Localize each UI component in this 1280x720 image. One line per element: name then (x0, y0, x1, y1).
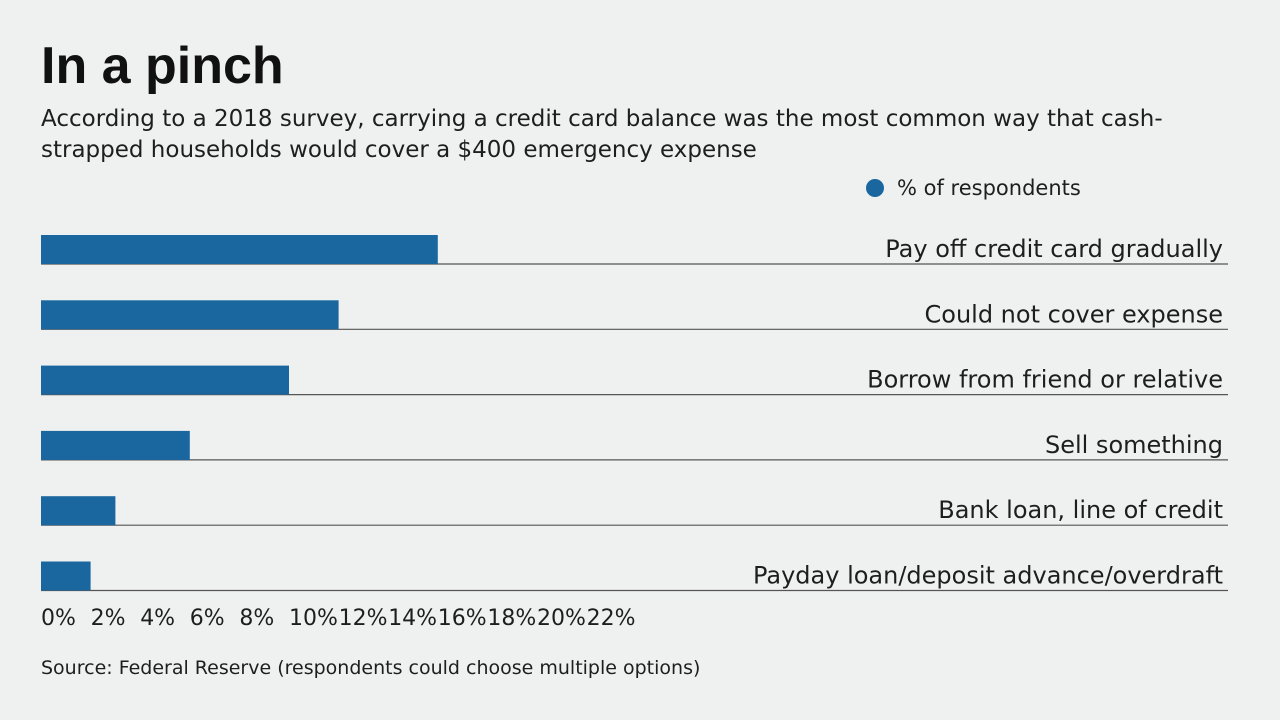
bar-label: Payday loan/deposit advance/overdraft (753, 562, 1223, 590)
bar (41, 430, 190, 460)
bar-label: Sell something (1045, 431, 1223, 459)
bar (41, 365, 289, 395)
chart-title: In a pinch (41, 37, 284, 95)
x-tick-label: 2% (91, 606, 126, 631)
chart-subtitle: According to a 2018 survey, carrying a c… (41, 106, 1163, 163)
x-tick-label: 0% (41, 606, 76, 631)
bar (41, 300, 339, 330)
x-tick-label: 6% (190, 606, 225, 631)
x-tick-label: 20% (537, 606, 586, 631)
bar (41, 496, 116, 526)
x-tick-label: 18% (487, 606, 536, 631)
bar-label: Borrow from friend or relative (867, 366, 1223, 394)
bar (41, 561, 91, 591)
source-note: Source: Federal Reserve (respondents cou… (41, 657, 701, 679)
legend-dot-icon (866, 179, 884, 197)
bar-label: Could not cover expense (925, 300, 1224, 328)
x-tick-label: 8% (239, 606, 274, 631)
bar (41, 235, 438, 264)
x-tick-label: 10% (289, 606, 338, 631)
x-tick-label: 14% (388, 606, 437, 631)
x-tick-label: 22% (587, 606, 636, 631)
bar-label: Bank loan, line of credit (938, 496, 1223, 524)
legend: % of respondents (866, 176, 1081, 200)
bar-label: Pay off credit card gradually (885, 235, 1223, 263)
x-tick-label: 12% (339, 606, 388, 631)
legend-label: % of respondents (897, 176, 1081, 200)
x-tick-label: 4% (140, 606, 175, 631)
x-tick-label: 16% (438, 606, 487, 631)
